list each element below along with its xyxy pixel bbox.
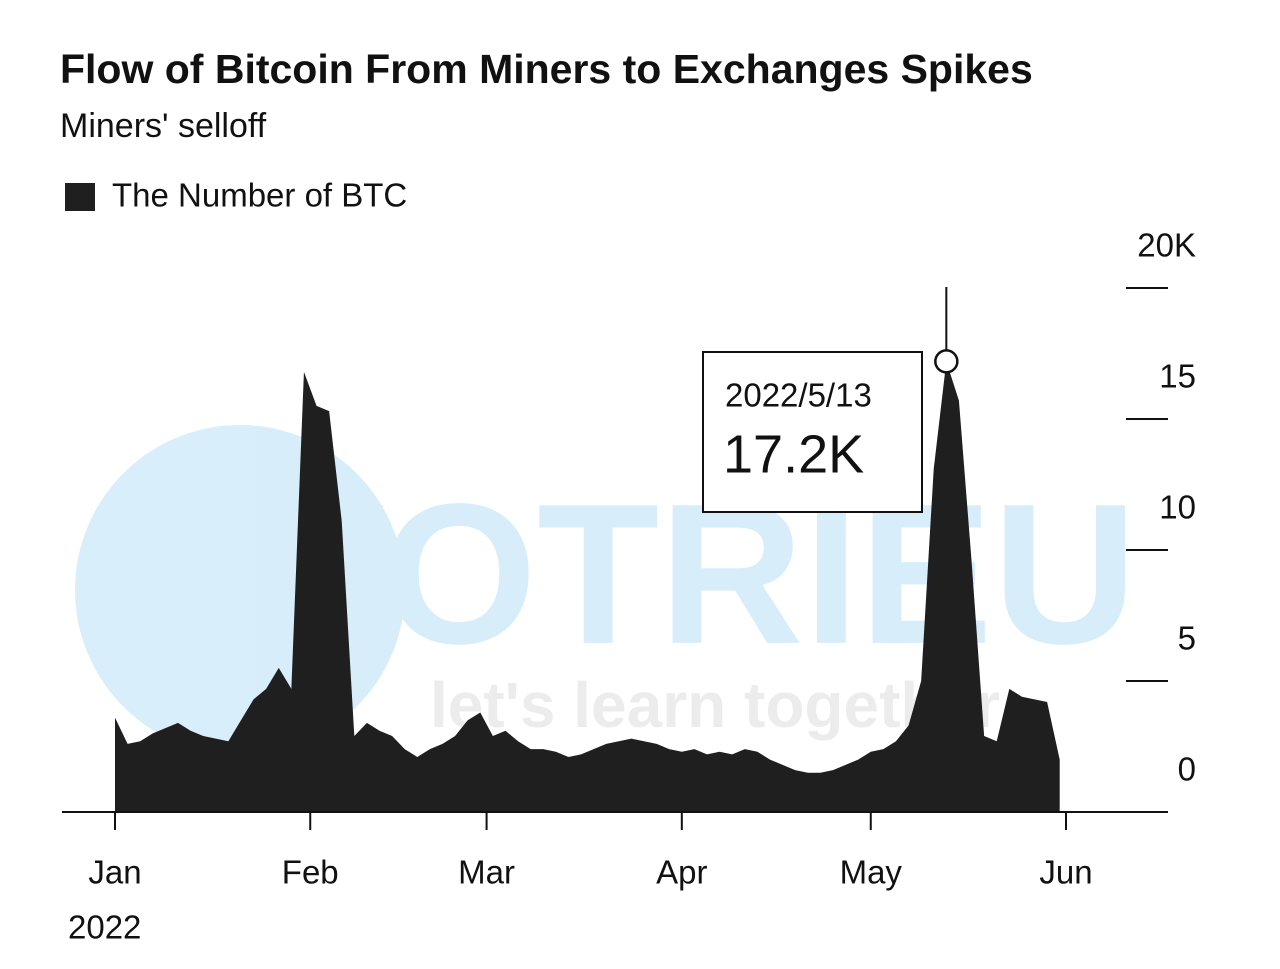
legend-swatch [65,183,95,211]
annotation-marker [934,349,959,374]
x-year-label: 2022 [68,909,141,946]
watermark-tagline: let's learn together [430,669,1000,741]
y-tick-label: 0 [1178,751,1196,788]
x-tick-label: Jan [88,854,141,891]
area [115,361,1060,812]
x-tick-label: Mar [458,854,515,891]
y-tick-label: 20K [1137,227,1196,264]
x-tick-label: Apr [656,854,707,891]
x-tick-label: May [840,854,903,891]
annotation-box [702,351,923,513]
y-tick-label: 5 [1178,620,1196,657]
chart-subtitle: Miners' selloff [60,107,267,145]
annotation-label: 17.2K [723,424,864,484]
annotation-date: 2022/5/13 [725,377,872,414]
watermark-brand: TOTRIEU [263,463,1137,686]
x-tick-label: Feb [282,854,339,891]
x-tick-label: Jun [1039,854,1092,891]
plot [115,361,1060,812]
y-tick-label: 15 [1159,358,1196,395]
chart-title: Flow of Bitcoin From Miners to Exchanges… [60,46,1033,92]
y-tick-label: 10 [1159,489,1196,526]
legend-label: The Number of BTC [112,177,407,214]
